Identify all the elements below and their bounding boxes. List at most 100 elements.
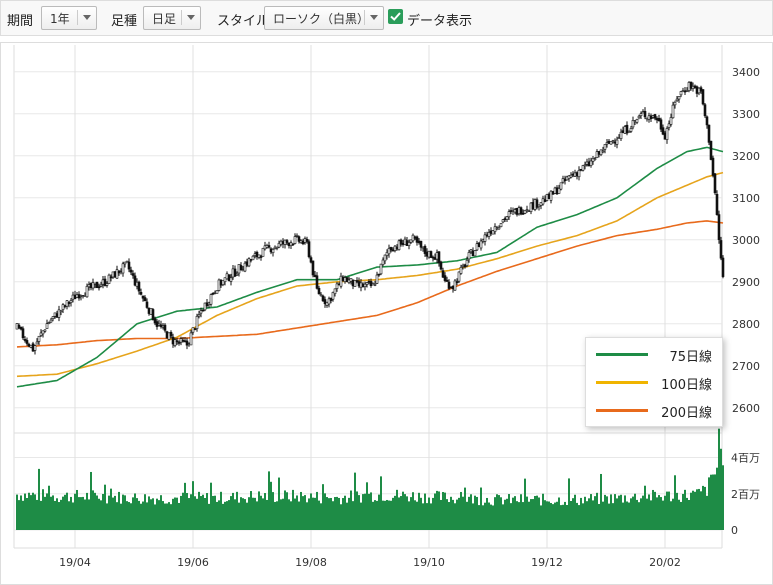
volume-bar <box>558 497 560 530</box>
candle-body <box>397 240 401 251</box>
candle-body <box>581 165 585 171</box>
volume-bar <box>704 486 706 530</box>
candle-body <box>169 332 173 337</box>
candle-body <box>671 104 675 119</box>
price-tick-label: 3400 <box>732 66 760 79</box>
candle-body <box>175 340 179 343</box>
volume-bar <box>650 500 652 530</box>
volume-bar <box>614 494 616 530</box>
candle-body <box>189 332 193 346</box>
volume-bar <box>652 489 654 530</box>
candle-body <box>153 318 157 324</box>
candle-body <box>121 263 125 274</box>
candle-body <box>215 290 219 294</box>
volume-bar <box>722 465 724 530</box>
candle-body <box>17 324 21 329</box>
volume-bar <box>428 497 430 530</box>
candle-body <box>139 292 143 295</box>
volume-bar <box>698 488 700 530</box>
volume-bar <box>160 495 162 530</box>
show-data-label[interactable]: データ表示 <box>407 14 473 29</box>
volume-bar <box>514 496 516 530</box>
volume-bar <box>126 501 128 530</box>
candle-body <box>25 340 29 344</box>
candle-body <box>603 144 607 150</box>
candle-body <box>307 241 311 258</box>
volume-bar <box>454 503 456 530</box>
show-data-checkbox[interactable] <box>388 9 403 24</box>
candle-body <box>615 139 619 145</box>
candle-body <box>151 309 155 321</box>
volume-bar <box>712 474 714 530</box>
volume-bar <box>18 500 20 530</box>
volume-bar <box>280 499 282 530</box>
volume-bar <box>174 497 176 530</box>
candle-body <box>317 287 321 295</box>
candle-body <box>181 340 185 342</box>
volume-bar <box>192 481 194 530</box>
volume-bar <box>338 497 340 530</box>
volume-bar <box>618 495 620 530</box>
candle-body <box>235 273 239 276</box>
candle-body <box>611 140 615 142</box>
volume-bar <box>430 503 432 530</box>
volume-bar <box>708 477 710 530</box>
chart-grid <box>13 45 723 549</box>
volume-bar <box>424 493 426 530</box>
volume-bar <box>112 497 114 530</box>
volume-bar <box>94 492 96 530</box>
candle-body <box>145 301 149 308</box>
volume-bar <box>142 501 144 530</box>
x-tick-label: 19/08 <box>295 556 327 569</box>
volume-bar <box>402 491 404 530</box>
volume-bar <box>656 497 658 530</box>
chevron-down-icon <box>83 15 91 20</box>
candle-body <box>679 91 683 96</box>
candle-body <box>19 326 23 330</box>
volume-bar <box>648 494 650 530</box>
volume-bar <box>134 493 136 530</box>
volume-bar <box>506 498 508 530</box>
candle-body <box>137 281 141 292</box>
candle-body <box>373 284 377 286</box>
volume-bar <box>220 491 222 530</box>
volume-bar <box>554 502 556 530</box>
volume-bar <box>336 496 338 530</box>
candle-body <box>223 277 227 282</box>
volume-bar <box>586 501 588 530</box>
price-tick-label: 3200 <box>732 150 760 163</box>
candle-body <box>465 259 469 266</box>
candle-body <box>665 128 669 140</box>
volume-bar <box>716 467 718 530</box>
volume-bar <box>32 492 34 530</box>
volume-bar <box>422 503 424 530</box>
volume-bar <box>348 497 350 530</box>
volume-bar <box>146 502 148 530</box>
style-select[interactable]: ローソク（白黒） <box>264 6 384 30</box>
candle-body <box>155 321 159 327</box>
candle-body <box>165 331 169 339</box>
candle-body <box>619 131 623 139</box>
volume-bar <box>472 503 474 530</box>
candle-body <box>569 174 573 178</box>
volume-bar <box>334 497 336 530</box>
volume-bar <box>168 502 170 530</box>
candle-body <box>293 236 297 244</box>
candle-body <box>97 286 101 289</box>
candle-body <box>67 301 71 304</box>
volume-bar <box>576 502 578 530</box>
volume-bar <box>84 499 86 530</box>
volume-bar <box>218 500 220 530</box>
volume-bar <box>22 500 24 530</box>
volume-bar <box>154 504 156 530</box>
volume-bar <box>136 498 138 530</box>
footstep-select[interactable]: 日足 <box>143 6 201 30</box>
candle-body <box>609 141 613 145</box>
volume-bar <box>344 495 346 530</box>
period-select[interactable]: 1年 <box>41 6 97 30</box>
volume-bar <box>568 478 570 530</box>
volume-bar <box>144 494 146 530</box>
volume-bar <box>710 474 712 530</box>
price-tick-label: 2800 <box>732 318 760 331</box>
volume-bar <box>56 498 58 530</box>
